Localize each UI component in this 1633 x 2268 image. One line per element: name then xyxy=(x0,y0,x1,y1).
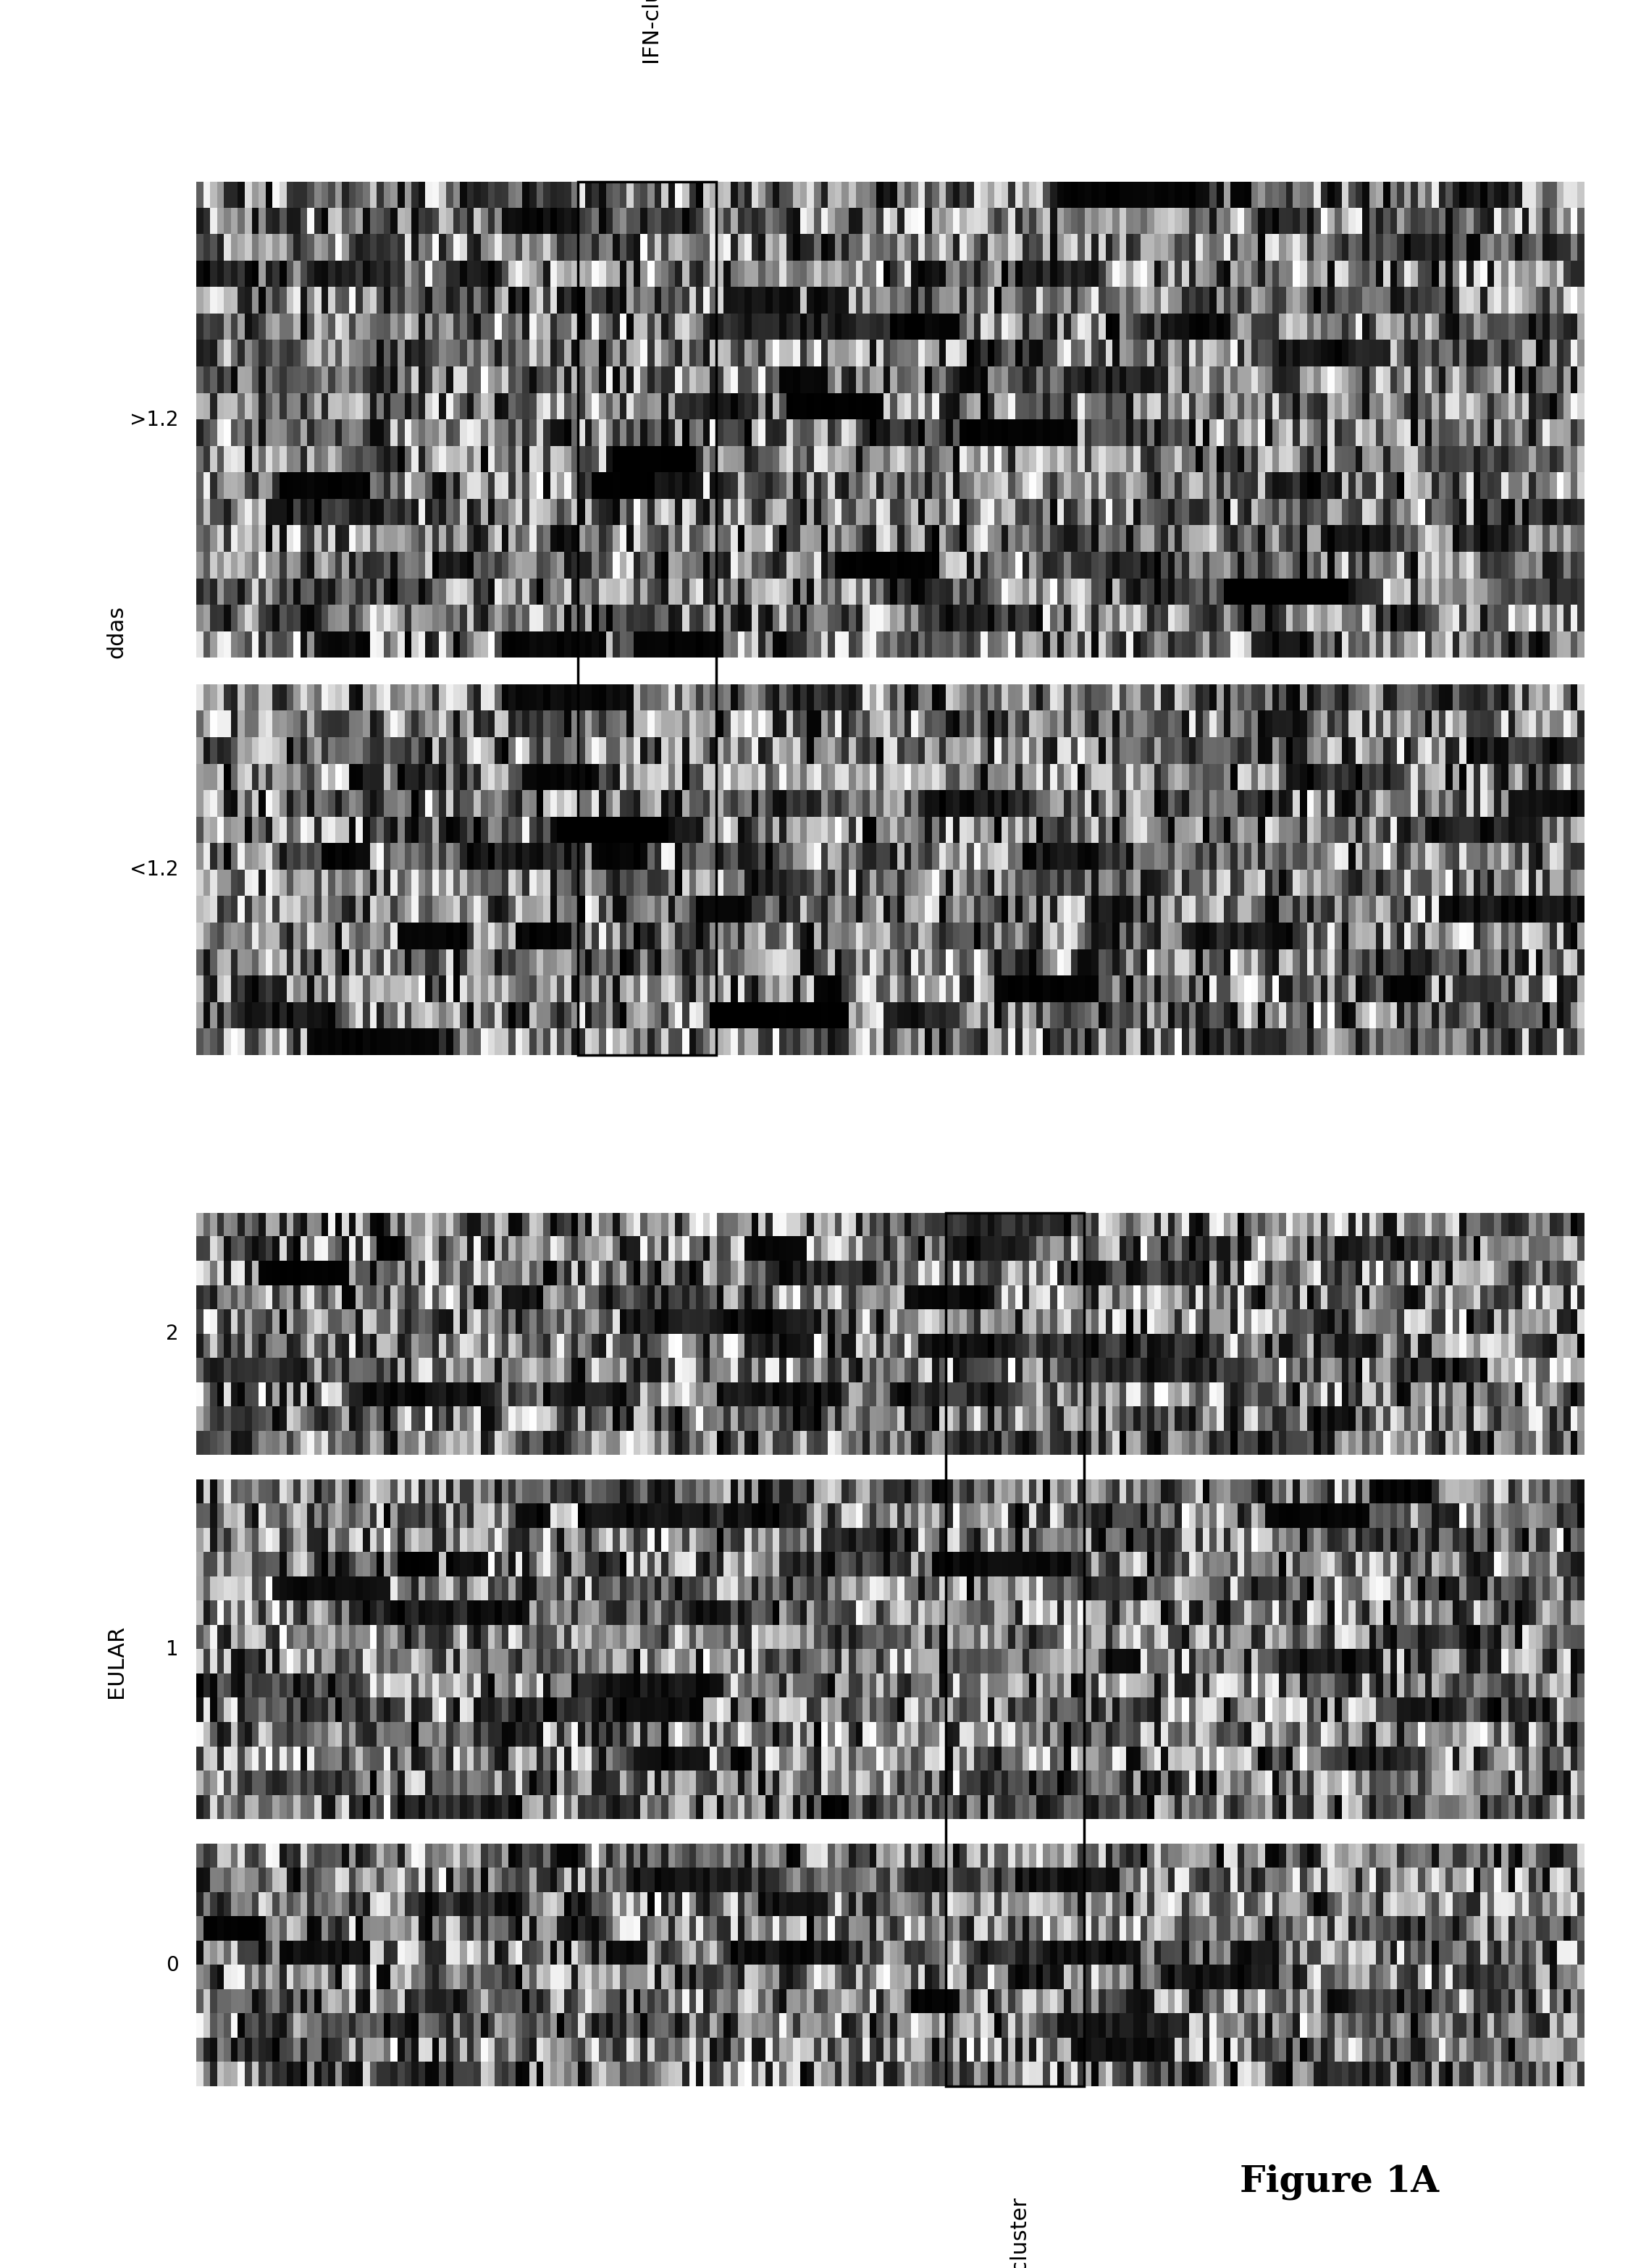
Bar xyxy=(946,1213,1084,2087)
Bar xyxy=(578,181,717,1055)
Text: <1.2: <1.2 xyxy=(129,860,178,880)
Text: EULAR: EULAR xyxy=(106,1626,127,1699)
Text: 0: 0 xyxy=(167,1955,178,1975)
Text: IFN-cluster: IFN-cluster xyxy=(1008,2195,1029,2268)
Text: 2: 2 xyxy=(167,1325,178,1345)
Text: IFN-cluster: IFN-cluster xyxy=(640,0,661,61)
Text: >1.2: >1.2 xyxy=(129,411,178,431)
Text: 1: 1 xyxy=(167,1640,178,1660)
Text: ddas: ddas xyxy=(106,606,127,658)
Text: Figure 1A: Figure 1A xyxy=(1239,2164,1439,2200)
